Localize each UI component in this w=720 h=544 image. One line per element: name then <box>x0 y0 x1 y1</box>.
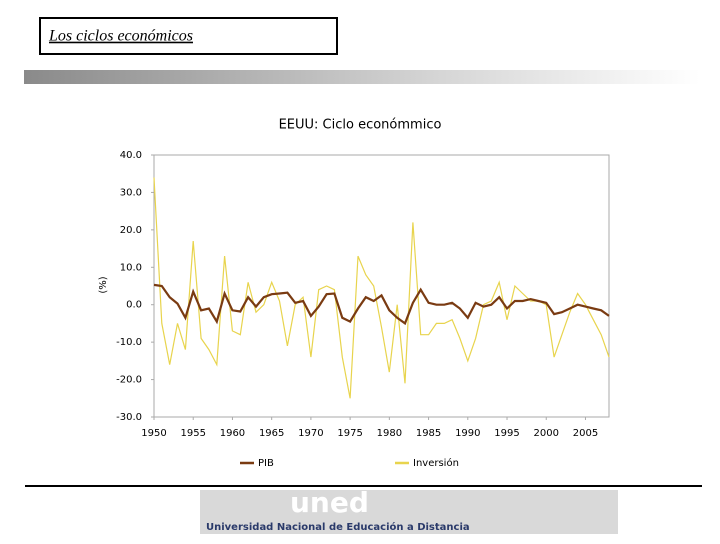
x-tick-label: 1995 <box>494 428 519 439</box>
header-title: Los ciclos económicos <box>48 28 193 45</box>
x-tick-label: 2000 <box>534 428 559 439</box>
y-tick-label: 20.0 <box>120 225 142 236</box>
x-tick-label: 1985 <box>416 428 441 439</box>
x-tick-label: 1980 <box>377 428 402 439</box>
chart-title: EEUU: Ciclo económmico <box>279 118 442 133</box>
header-bar <box>24 70 700 84</box>
x-tick-label: 1950 <box>141 428 166 439</box>
y-axis-label: (%) <box>98 276 109 293</box>
x-tick-label: 1955 <box>180 428 205 439</box>
x-tick-label: 2005 <box>573 428 598 439</box>
y-tick-label: -10.0 <box>116 337 142 348</box>
y-tick-label: 30.0 <box>120 187 142 198</box>
x-tick-label: 1965 <box>259 428 284 439</box>
y-tick-label: -30.0 <box>116 412 142 423</box>
x-tick-label: 1960 <box>220 428 245 439</box>
y-tick-label: 10.0 <box>120 262 142 273</box>
series-line <box>153 283 610 326</box>
y-tick-label: 0.0 <box>126 300 142 311</box>
legend-label: PIB <box>258 458 274 469</box>
x-tick-label: 1970 <box>298 428 323 439</box>
header-box <box>39 17 338 55</box>
logo-box <box>200 490 618 534</box>
y-tick-label: -20.0 <box>116 375 142 386</box>
x-tick-label: 1990 <box>455 428 480 439</box>
series-line <box>153 177 610 399</box>
logo-text: uned <box>290 486 369 519</box>
x-tick-label: 1975 <box>337 428 362 439</box>
legend-label: Inversión <box>413 457 459 469</box>
y-tick-label: 40.0 <box>120 150 142 161</box>
institution: Universidad Nacional de Educación a Dist… <box>206 521 470 533</box>
